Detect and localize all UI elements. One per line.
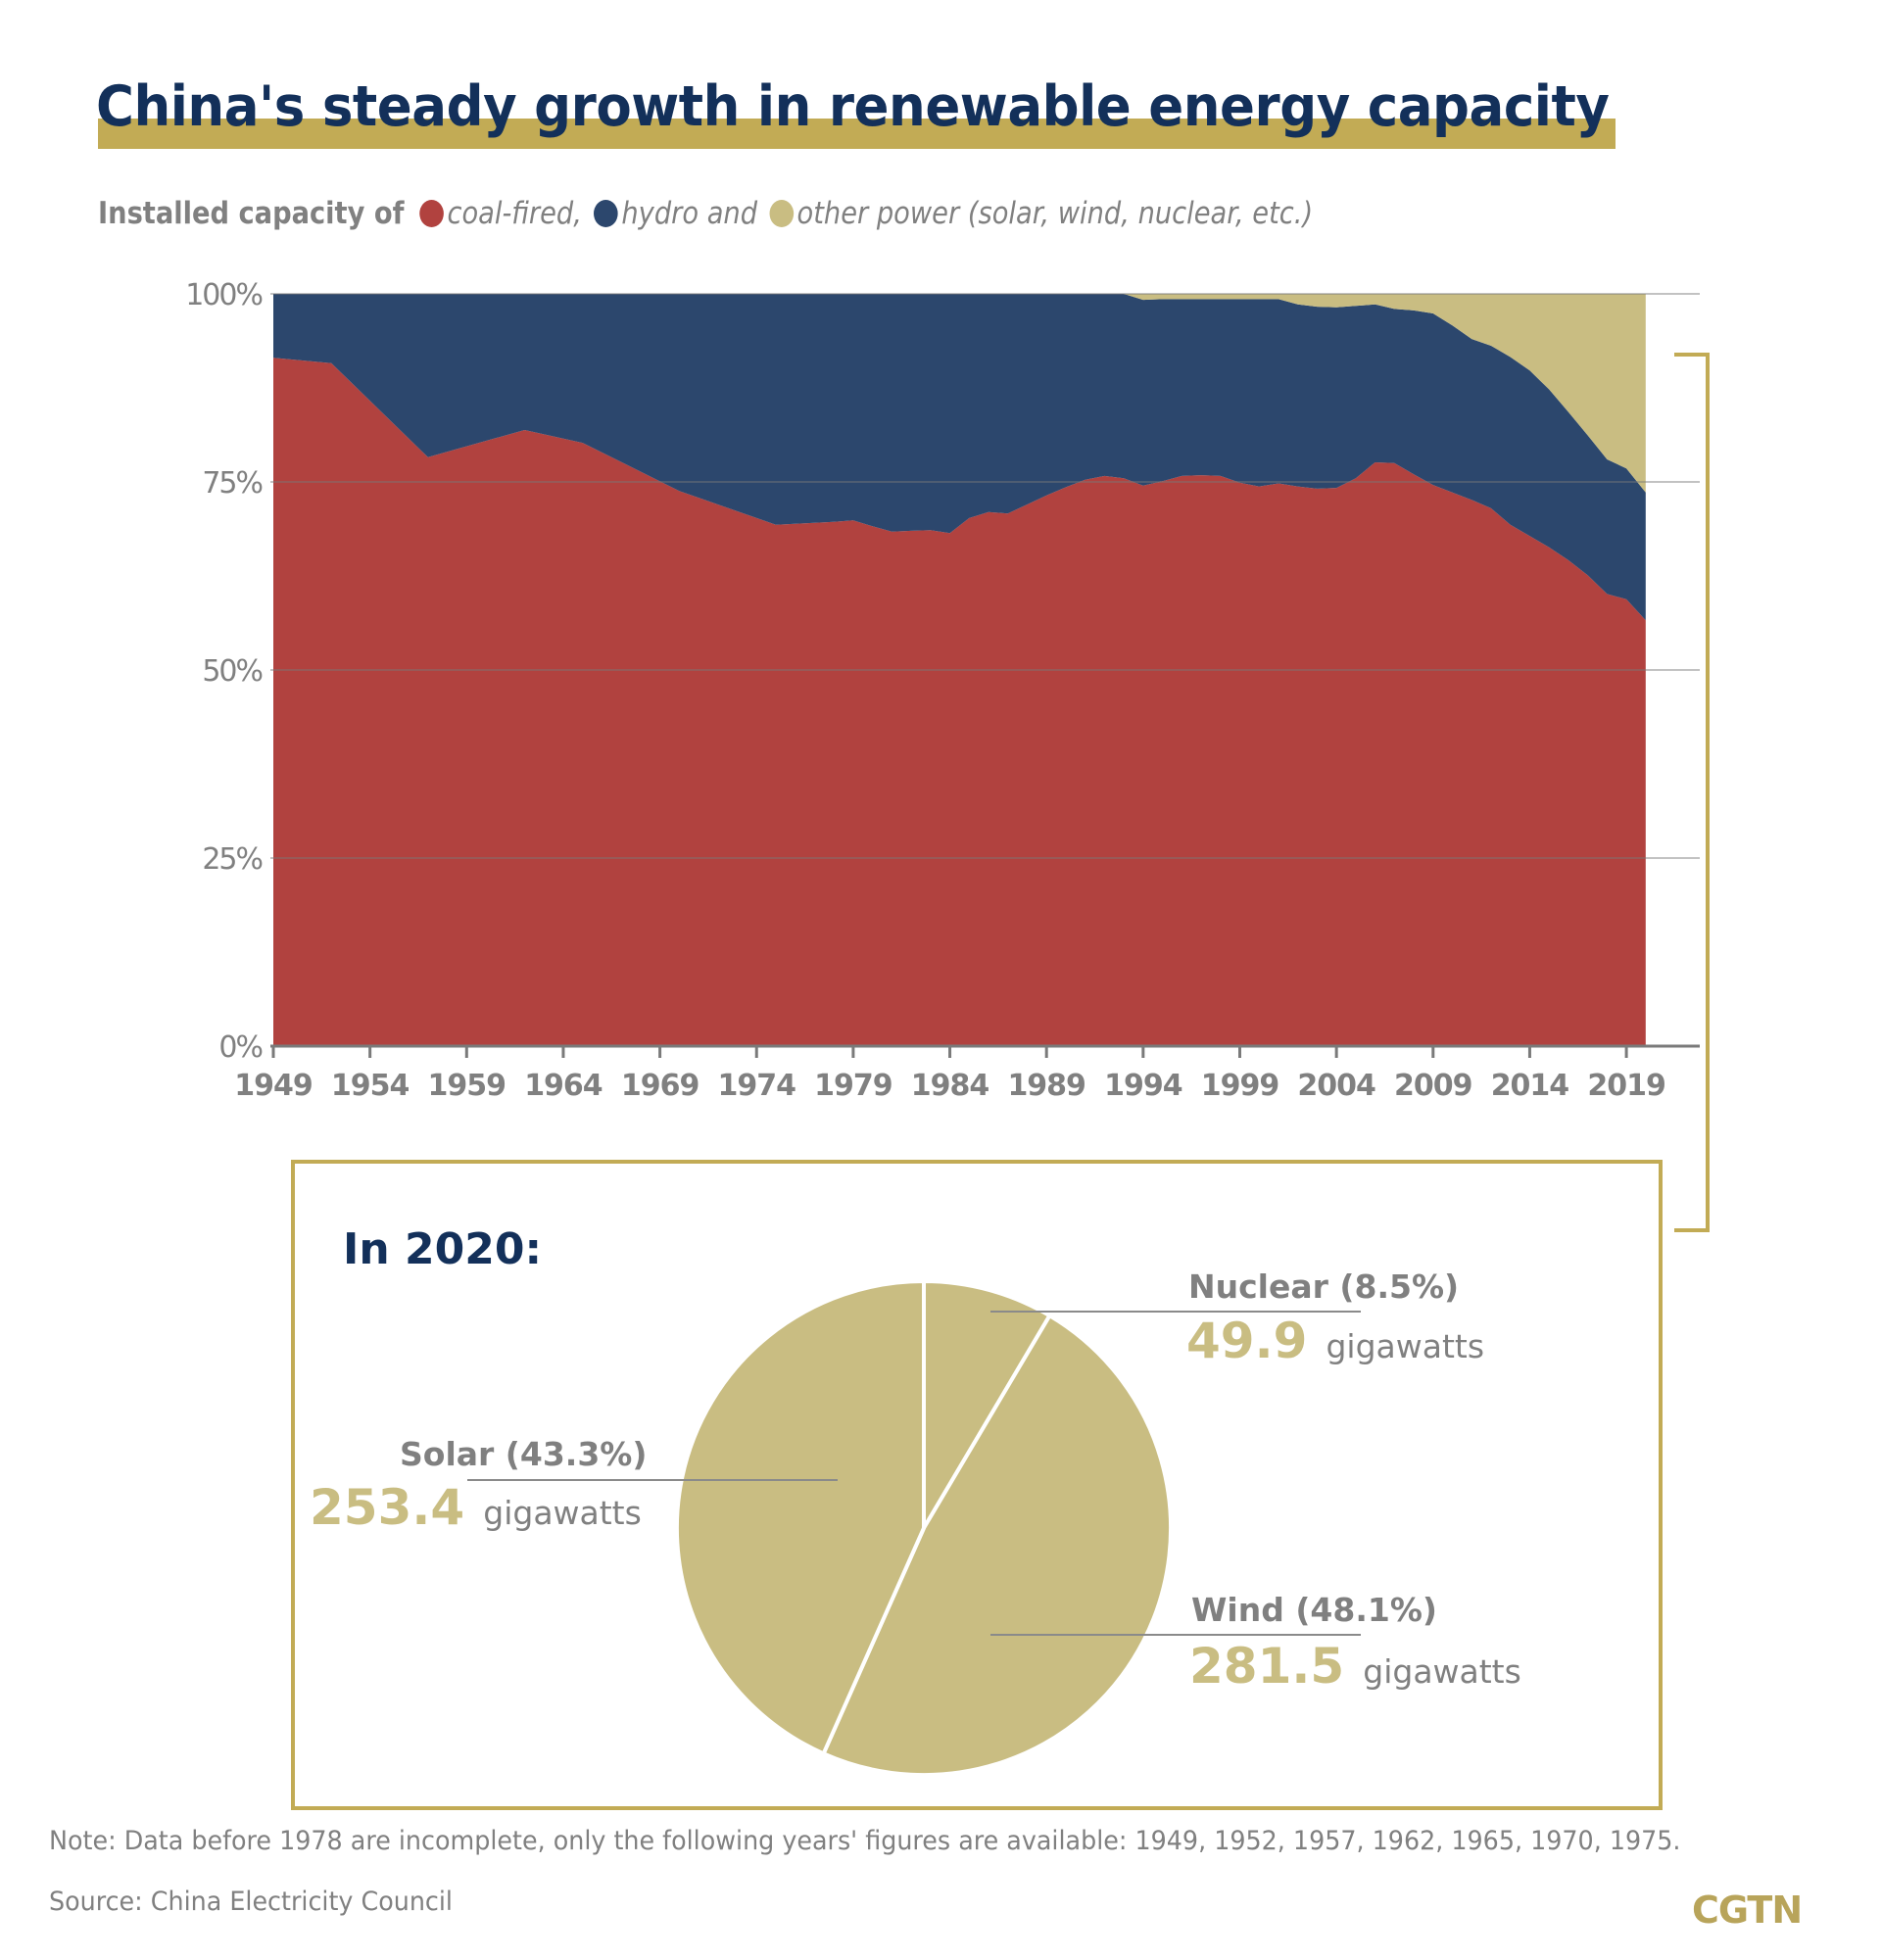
x-tick-label: 1949 (234, 1069, 313, 1103)
area-layer (273, 294, 1646, 1046)
hydro-legend-dot-icon (594, 200, 618, 227)
x-tick-label: 1959 (428, 1069, 506, 1103)
wind-value: 281.5 (1189, 1638, 1345, 1695)
coal-legend-dot-icon (419, 200, 444, 227)
legend-label-coal: coal-fired, (447, 196, 582, 231)
nuclear-value-group: 49.9 gigawatts (1186, 1313, 1484, 1369)
wind-leader-line (990, 1634, 1361, 1636)
y-tick-label: 50% (202, 654, 262, 689)
x-tick-label: 1954 (331, 1069, 410, 1103)
solar-leader-line (467, 1479, 838, 1481)
solar-value: 253.4 (310, 1479, 465, 1536)
footnote: Note: Data before 1978 are incomplete, o… (49, 1826, 1681, 1856)
pie-layer (674, 1279, 1174, 1778)
solar-label: Solar (43.3%) (400, 1435, 647, 1473)
x-tick-label: 2009 (1394, 1069, 1472, 1103)
x-tick-label: 1999 (1201, 1069, 1279, 1103)
pie-slice-solar (674, 1279, 926, 1756)
x-tick-label: 2004 (1297, 1069, 1375, 1103)
title-highlight-bar (98, 119, 1616, 149)
pie-slice-nuclear (922, 1279, 1052, 1530)
wind-name: Wind (1191, 1591, 1284, 1629)
axis-layer: 0% 25% 50% 75% 100% 1949 1954 1959 1964 1969 1974 1… (185, 278, 1666, 1103)
wind-label: Wind (48.1%) (1191, 1591, 1437, 1629)
wind-percent: (48.1%) (1295, 1591, 1437, 1629)
nuclear-leader-line (990, 1311, 1361, 1313)
solar-percent: (43.3%) (505, 1435, 648, 1473)
solar-name: Solar (400, 1435, 495, 1473)
nuclear-unit: gigawatts (1326, 1327, 1485, 1365)
other-legend-dot-icon (769, 200, 794, 227)
pie-panel (291, 1160, 1663, 1810)
wind-value-group: 281.5 gigawatts (1189, 1638, 1521, 1695)
y-tick-label: 0% (218, 1030, 262, 1065)
x-tick-label: 1989 (1007, 1069, 1085, 1103)
pie-slice-wind (821, 1314, 1174, 1778)
source-credit: Source: China Electricity Council (49, 1887, 453, 1917)
y-tick-label: 75% (202, 466, 262, 501)
solar-unit: gigawatts (483, 1494, 642, 1532)
legend-lead-text: Installed capacity of (98, 196, 405, 231)
x-tick-label: 1964 (524, 1069, 603, 1103)
connector-bracket (1674, 353, 1710, 1232)
pie-heading: In 2020: (343, 1224, 543, 1274)
nuclear-value: 49.9 (1186, 1313, 1308, 1369)
area-other (273, 294, 1646, 493)
cgtn-logo: CGTN (1692, 1888, 1803, 1932)
x-tick-label: 1994 (1104, 1069, 1182, 1103)
legend-label-hydro: hydro and (621, 196, 758, 231)
y-tick-label: 100% (185, 278, 262, 312)
x-tick-label: 1969 (621, 1069, 699, 1103)
x-tick-label: 1984 (911, 1069, 989, 1103)
x-tick-label: 2014 (1491, 1069, 1569, 1103)
solar-value-group: 253.4 gigawatts (310, 1479, 642, 1536)
area-coal-fired (273, 358, 1646, 1046)
x-tick-label: 1974 (718, 1069, 796, 1103)
legend-label-other: other power (solar, wind, nuclear, etc.) (796, 196, 1314, 231)
x-tick-label: 2019 (1587, 1069, 1665, 1103)
page-title: China's steady growth in renewable energ… (96, 74, 1610, 139)
grid-layer (270, 293, 1700, 1048)
nuclear-percent: (8.5%) (1339, 1267, 1460, 1306)
y-tick-label: 25% (202, 842, 262, 877)
nuclear-name: Nuclear (1188, 1267, 1328, 1306)
area-hydro (273, 294, 1646, 621)
x-tick-label: 1979 (814, 1069, 892, 1103)
nuclear-label: Nuclear (8.5%) (1188, 1267, 1459, 1306)
legend: Installed capacity of coal-fired, hydro … (98, 196, 1325, 231)
wind-unit: gigawatts (1363, 1652, 1521, 1691)
